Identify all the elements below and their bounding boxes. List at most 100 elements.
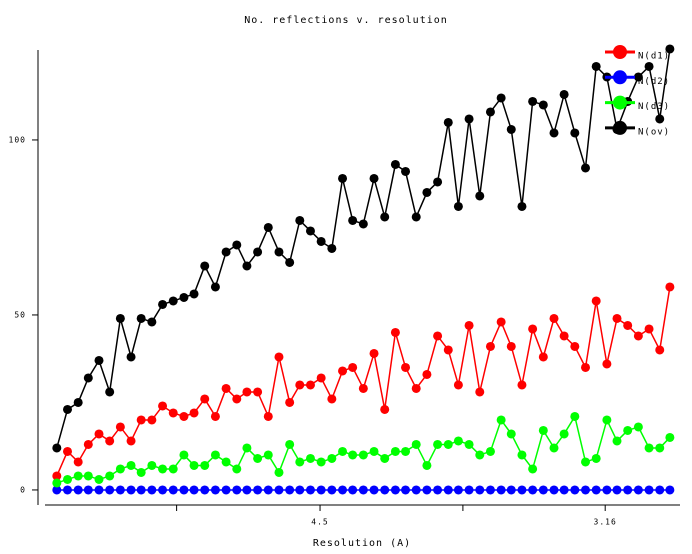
- data-point: [105, 485, 115, 495]
- data-point: [390, 327, 400, 337]
- data-point: [464, 114, 474, 124]
- data-point: [380, 485, 390, 495]
- data-point: [253, 387, 263, 397]
- data-point: [443, 485, 453, 495]
- data-point: [633, 485, 643, 495]
- data-point: [433, 331, 443, 341]
- data-point: [528, 324, 538, 334]
- data-point: [612, 436, 622, 446]
- data-point: [665, 485, 675, 495]
- data-point: [358, 485, 368, 495]
- data-point: [411, 212, 421, 222]
- data-point: [570, 485, 580, 495]
- data-point: [62, 446, 72, 456]
- data-point: [253, 247, 263, 257]
- data-point: [528, 464, 538, 474]
- data-point: [633, 422, 643, 432]
- legend-label: N(d3): [638, 102, 670, 112]
- data-point: [443, 439, 453, 449]
- data-point: [62, 404, 72, 414]
- data-point: [623, 425, 633, 435]
- data-point: [506, 485, 516, 495]
- data-point: [83, 485, 93, 495]
- data-point: [433, 177, 443, 187]
- data-point: [126, 485, 136, 495]
- data-point: [549, 128, 559, 138]
- data-point: [105, 436, 115, 446]
- data-point: [485, 107, 495, 117]
- data-point: [179, 485, 189, 495]
- data-point: [485, 446, 495, 456]
- data-point: [147, 415, 157, 425]
- data-point: [232, 394, 242, 404]
- data-point: [369, 485, 379, 495]
- data-point: [210, 450, 220, 460]
- data-point: [274, 485, 284, 495]
- data-point: [612, 313, 622, 323]
- data-point: [263, 485, 273, 495]
- data-point: [422, 460, 432, 470]
- series-line: [56, 414, 671, 484]
- data-point: [665, 44, 675, 54]
- data-point: [83, 373, 93, 383]
- data-point: [655, 443, 665, 453]
- data-point: [73, 471, 83, 481]
- data-point: [528, 96, 538, 106]
- data-point: [295, 457, 305, 467]
- data-point: [62, 485, 72, 495]
- data-point: [369, 173, 379, 183]
- data-point: [295, 215, 305, 225]
- data-point: [232, 464, 242, 474]
- y-tick-label: 50: [14, 310, 26, 319]
- data-point: [105, 471, 115, 481]
- data-point: [422, 187, 432, 197]
- data-point: [549, 485, 559, 495]
- data-point: [253, 453, 263, 463]
- data-point: [200, 485, 210, 495]
- data-point: [136, 415, 146, 425]
- data-point: [433, 439, 443, 449]
- data-point: [422, 485, 432, 495]
- data-point: [189, 460, 199, 470]
- data-point: [263, 450, 273, 460]
- data-point: [189, 485, 199, 495]
- data-point: [263, 411, 273, 421]
- data-point: [433, 485, 443, 495]
- data-point: [200, 261, 210, 271]
- data-point: [305, 380, 315, 390]
- data-point: [348, 362, 358, 372]
- data-point: [52, 485, 62, 495]
- data-point: [200, 460, 210, 470]
- data-point: [158, 464, 168, 474]
- data-point: [581, 485, 591, 495]
- data-point: [380, 212, 390, 222]
- data-point: [517, 450, 527, 460]
- data-point: [538, 485, 548, 495]
- data-point: [94, 474, 104, 484]
- data-point: [453, 436, 463, 446]
- legend-label: N(d1): [638, 52, 670, 62]
- data-point: [210, 282, 220, 292]
- data-point: [612, 485, 622, 495]
- data-point: [369, 348, 379, 358]
- data-point: [358, 219, 368, 229]
- data-point: [506, 341, 516, 351]
- data-point: [316, 373, 326, 383]
- legend-marker: [613, 45, 627, 59]
- data-point: [496, 485, 506, 495]
- data-point: [158, 485, 168, 495]
- data-point: [73, 397, 83, 407]
- data-point: [316, 485, 326, 495]
- data-point: [443, 345, 453, 355]
- data-point: [411, 383, 421, 393]
- data-point: [517, 485, 527, 495]
- data-point: [464, 439, 474, 449]
- legend-marker: [613, 120, 627, 135]
- data-point: [464, 485, 474, 495]
- data-point: [506, 124, 516, 134]
- data-point: [401, 446, 411, 456]
- data-point: [422, 369, 432, 379]
- data-point: [168, 485, 178, 495]
- data-point: [168, 408, 178, 418]
